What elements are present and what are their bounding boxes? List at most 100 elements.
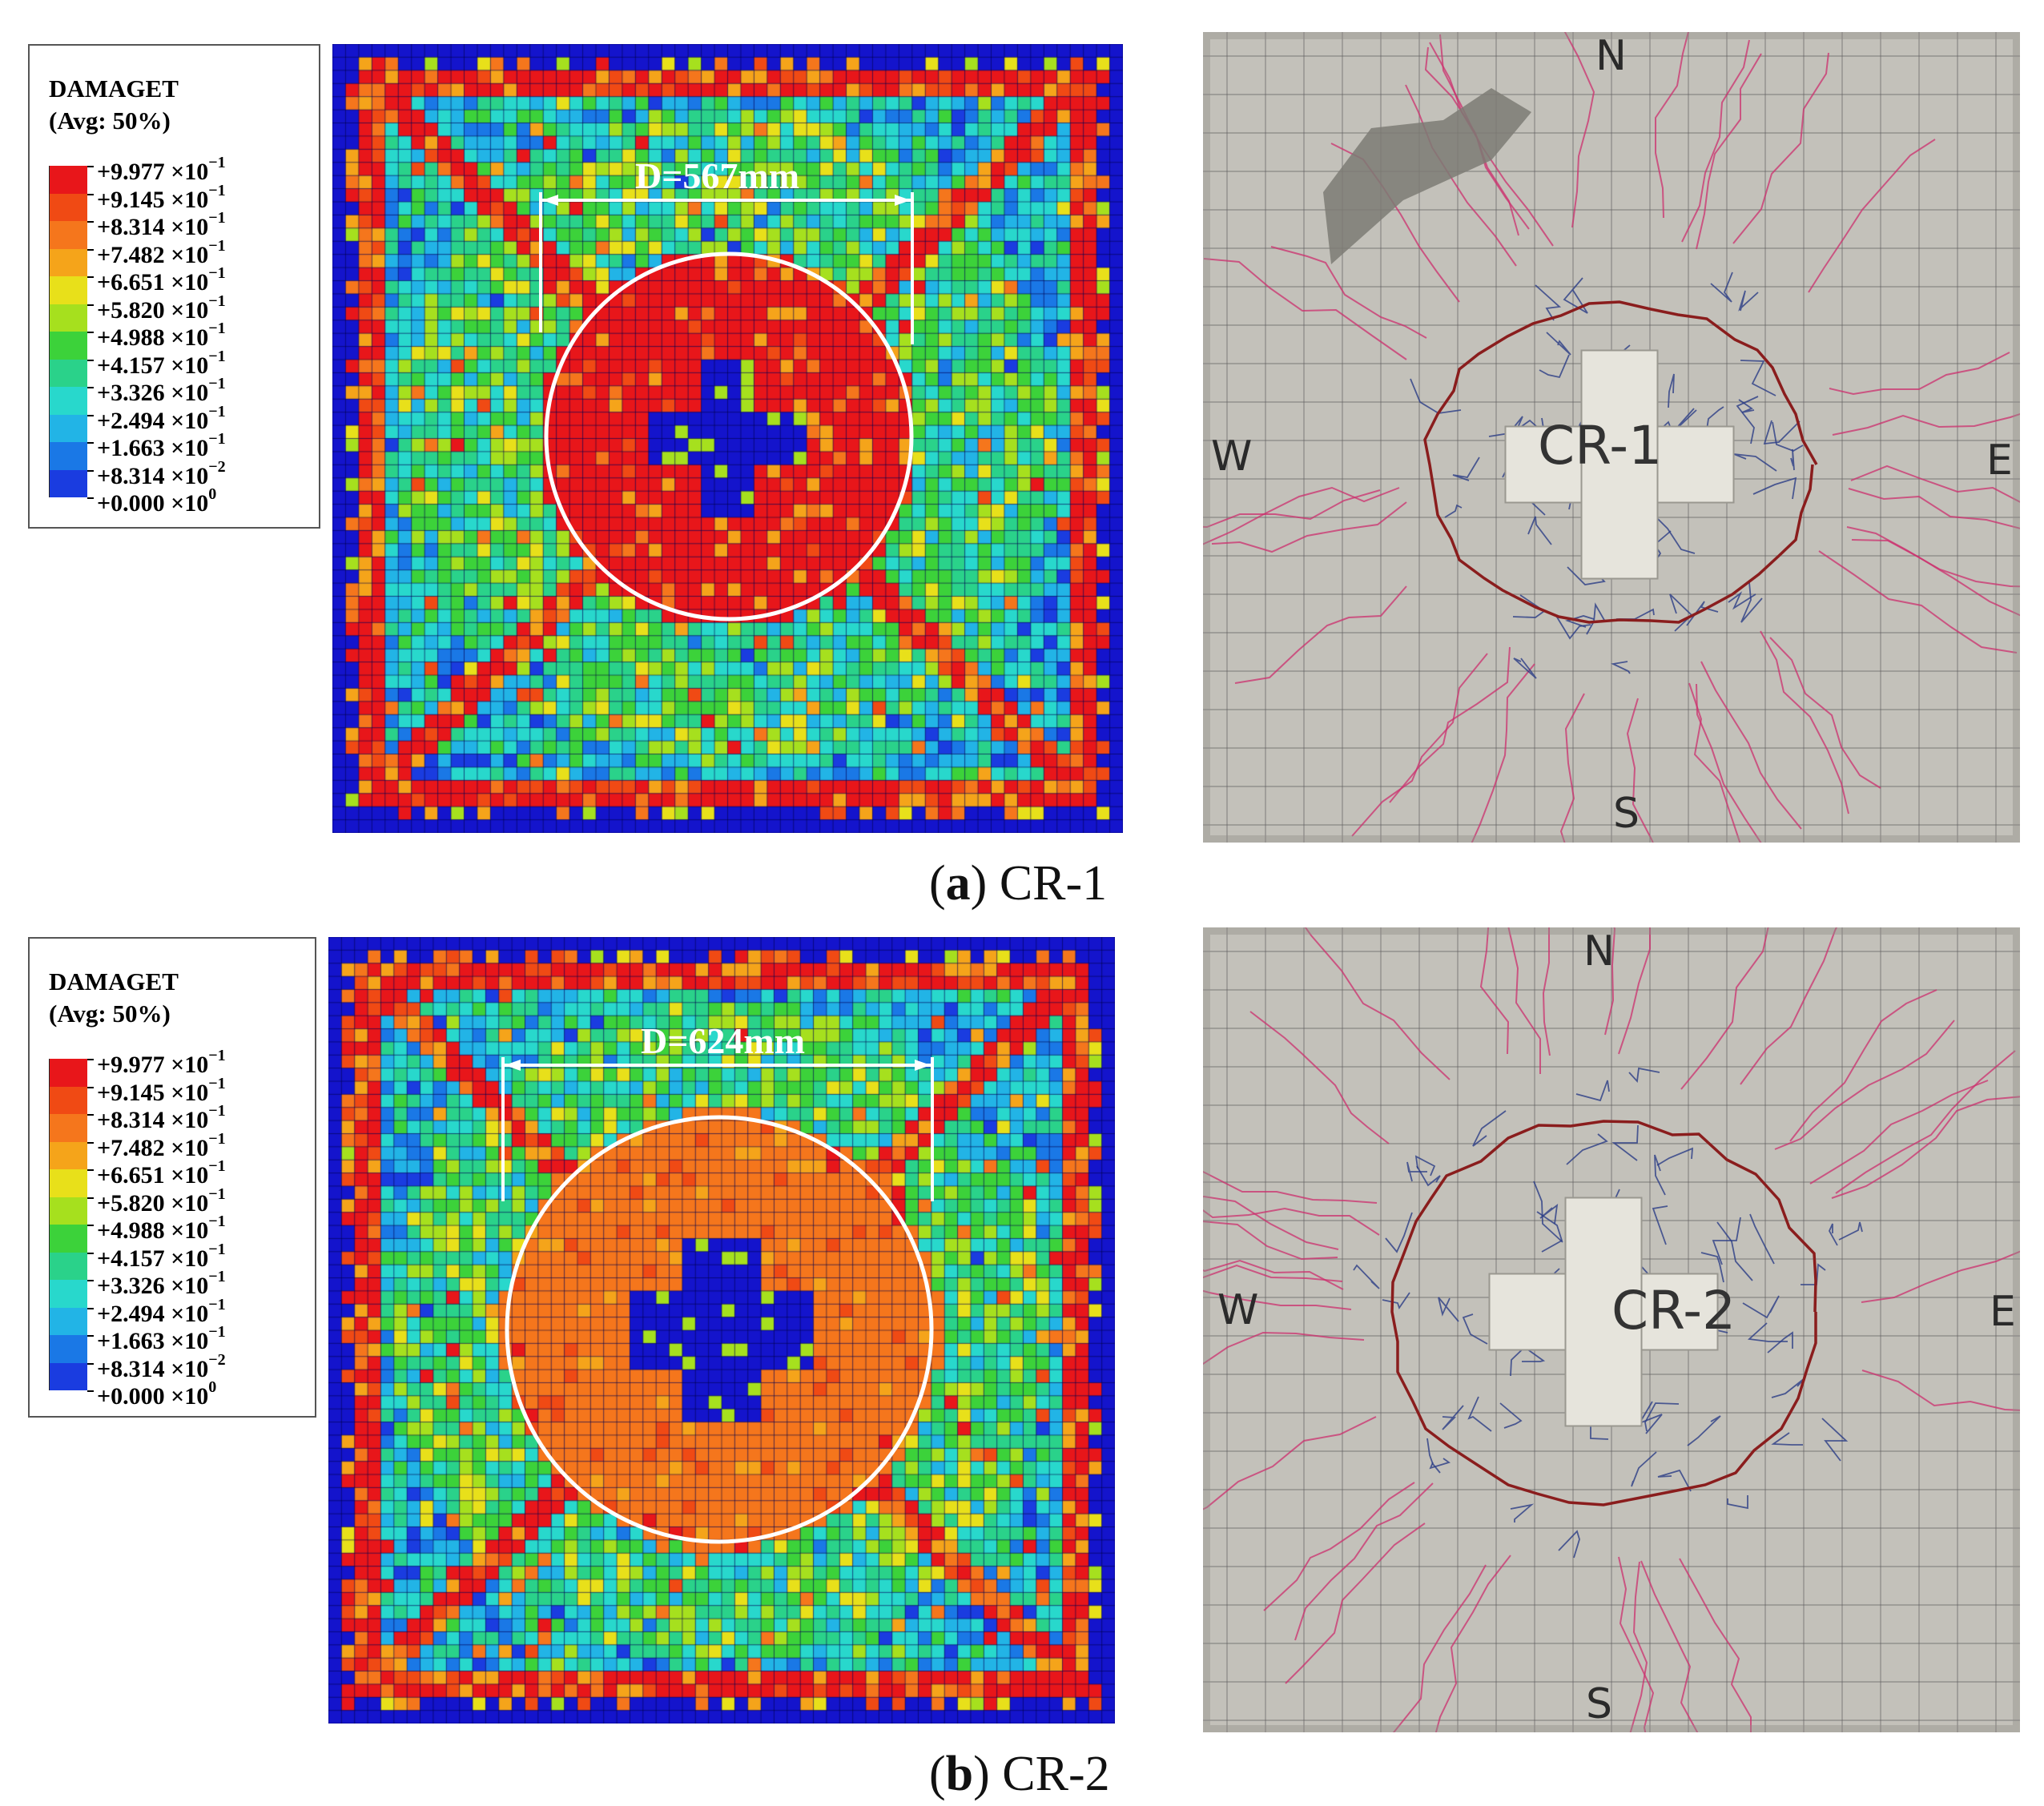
- legend-value: +1.663 ×10−1: [97, 430, 226, 461]
- legend-value: +9.145 ×10−1: [97, 181, 226, 213]
- legend-tick: [87, 221, 94, 223]
- legend-value: +5.820 ×10−1: [97, 1185, 226, 1217]
- compass-east: E: [1990, 1288, 2016, 1336]
- legend-tick: [87, 1086, 94, 1088]
- legend-swatch: [49, 414, 87, 442]
- caption-b: (b) CR-2: [929, 1747, 1110, 1801]
- diameter-annotation: [539, 192, 914, 621]
- diameter-label: D=624mm: [641, 1020, 806, 1061]
- fem-damage-contour-cr2: D=624mm: [328, 937, 1115, 1724]
- legend-tick: [87, 1225, 94, 1226]
- specimen-photo-cr1: N S W E CR-1: [1203, 32, 2020, 843]
- legend-tick: [87, 1059, 94, 1060]
- legend-value: +8.314 ×10−2: [97, 457, 226, 489]
- specimen-label: CR-2: [1611, 1280, 1736, 1341]
- compass-west: W: [1211, 432, 1253, 481]
- legend-value: +7.482 ×10−1: [97, 236, 226, 268]
- compass-north: N: [1583, 927, 1615, 975]
- legend-value: +9.145 ×10−1: [97, 1074, 226, 1106]
- legend-tick: [87, 1169, 94, 1171]
- legend-swatch: [49, 1059, 87, 1087]
- legend-tick: [87, 1141, 94, 1144]
- compass-east: E: [1986, 436, 2013, 485]
- legend-swatch: [49, 359, 87, 387]
- legend-swatch: [49, 304, 87, 332]
- legend-value: +6.651 ×10−1: [97, 264, 226, 296]
- legend-swatch: [49, 1197, 87, 1225]
- legend-tick: [87, 469, 94, 472]
- legend-value: +4.157 ×10−1: [97, 1240, 226, 1272]
- legend-value: +0.000 ×100: [97, 1378, 217, 1410]
- legend-swatch: [49, 193, 87, 221]
- legend-swatch: [49, 248, 87, 276]
- legend-title: DAMAGET: [49, 967, 179, 996]
- legend-value: +1.663 ×10−1: [97, 1323, 226, 1354]
- legend-swatch: [49, 1362, 87, 1390]
- legend-value: +9.977 ×10−1: [97, 1047, 226, 1078]
- legend-swatch: [49, 1141, 87, 1169]
- legend-value: +2.494 ×10−1: [97, 1295, 226, 1327]
- legend-swatch: [49, 1225, 87, 1253]
- legend-tick: [87, 414, 94, 416]
- legend-value: +8.314 ×10−1: [97, 1102, 226, 1133]
- legend-swatch: [49, 1252, 87, 1280]
- legend-swatch: [49, 442, 87, 470]
- compass-west: W: [1217, 1286, 1259, 1334]
- legend-swatch: [49, 1086, 87, 1114]
- legend-value: +5.820 ×10−1: [97, 292, 226, 324]
- legend-tick: [87, 1307, 94, 1309]
- legend-swatch: [49, 1307, 87, 1335]
- legend-tick: [87, 1114, 94, 1116]
- damage-legend: DAMAGET (Avg: 50%) +9.977 ×10−1 +9.145 ×10−…: [28, 44, 320, 529]
- compass-north: N: [1595, 32, 1627, 80]
- legend-swatch: [49, 166, 87, 194]
- legend-tick: [87, 166, 94, 167]
- compass-south: S: [1586, 1680, 1613, 1728]
- legend-tick: [87, 248, 94, 251]
- legend-tick: [87, 304, 94, 306]
- legend-swatch: [49, 1335, 87, 1363]
- legend-value: +3.326 ×10−1: [97, 375, 226, 406]
- legend-swatch: [49, 1114, 87, 1142]
- legend-value: +0.000 ×100: [97, 485, 217, 517]
- legend-subtitle: (Avg: 50%): [49, 107, 171, 135]
- legend-tick: [87, 442, 94, 444]
- legend-tick: [87, 1252, 94, 1254]
- legend-value: +9.977 ×10−1: [97, 154, 226, 185]
- legend-value: +3.326 ×10−1: [97, 1268, 226, 1299]
- legend-tick: [87, 1280, 94, 1281]
- caption-a: (a) CR-1: [929, 856, 1108, 911]
- legend-tick: [87, 359, 94, 361]
- legend-tick: [87, 387, 94, 388]
- legend-swatch: [49, 221, 87, 249]
- crack-pattern: [1203, 32, 2020, 843]
- legend-tick: [87, 1197, 94, 1199]
- legend-tick: [87, 276, 94, 278]
- damage-legend: DAMAGET (Avg: 50%) +9.977 ×10−1 +9.145 ×10−…: [28, 937, 316, 1418]
- legend-tick: [87, 332, 94, 333]
- legend-swatch: [49, 276, 87, 304]
- legend-value: +7.482 ×10−1: [97, 1129, 226, 1161]
- specimen-photo-cr2: N S W E CR-2: [1203, 927, 2020, 1732]
- legend-swatch: [49, 1280, 87, 1308]
- legend-title: DAMAGET: [49, 74, 179, 103]
- legend-tick: [87, 1335, 94, 1337]
- legend-tick: [87, 193, 94, 195]
- diameter-label: D=567mm: [635, 155, 800, 196]
- legend-tick: [87, 497, 94, 499]
- legend-value: +8.314 ×10−1: [97, 209, 226, 240]
- legend-swatch: [49, 387, 87, 415]
- crack-pattern: [1203, 927, 2020, 1732]
- legend-value: +6.651 ×10−1: [97, 1157, 226, 1189]
- legend-swatch: [49, 469, 87, 497]
- compass-south: S: [1613, 790, 1640, 838]
- legend-tick: [87, 1362, 94, 1365]
- legend-swatch: [49, 1169, 87, 1197]
- specimen-label: CR-1: [1538, 415, 1663, 477]
- legend-subtitle: (Avg: 50%): [49, 1000, 171, 1028]
- fem-damage-contour-cr1: D=567mm: [332, 44, 1123, 833]
- legend-value: +2.494 ×10−1: [97, 402, 226, 434]
- legend-value: +4.157 ×10−1: [97, 347, 226, 379]
- legend-value: +4.988 ×10−1: [97, 1213, 226, 1244]
- legend-value: +8.314 ×10−2: [97, 1350, 226, 1382]
